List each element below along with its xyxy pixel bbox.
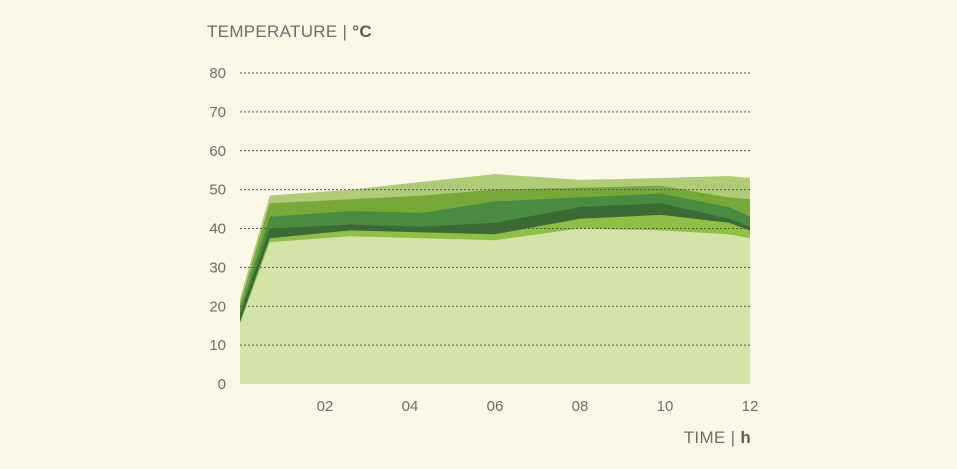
y-tick-label: 60 [209,143,226,160]
area-series-group [240,174,750,384]
x-tick-label: 06 [487,398,504,415]
y-axis-title: TEMPERATURE | °C [207,22,372,41]
x-tick-label: 04 [402,398,419,415]
y-tick-label: 70 [209,104,226,121]
y-tick-label: 40 [209,221,226,238]
y-tick-label: 20 [209,298,226,315]
y-tick-label: 10 [209,337,226,354]
x-tick-label: 10 [657,398,674,415]
x-tick-label: 12 [742,398,759,415]
x-tick-labels: 02 04 06 08 10 12 [317,398,759,415]
x-axis-title: TIME | h [684,428,751,447]
y-tick-labels: 0 10 20 30 40 50 60 70 80 [209,65,226,393]
y-tick-label: 0 [218,376,226,393]
y-tick-label: 80 [209,65,226,82]
area-series-1 [240,228,750,384]
y-tick-label: 30 [209,259,226,276]
x-tick-label: 02 [317,398,334,415]
x-tick-label: 08 [572,398,589,415]
gridlines [240,72,750,346]
y-tick-label: 50 [209,182,226,199]
